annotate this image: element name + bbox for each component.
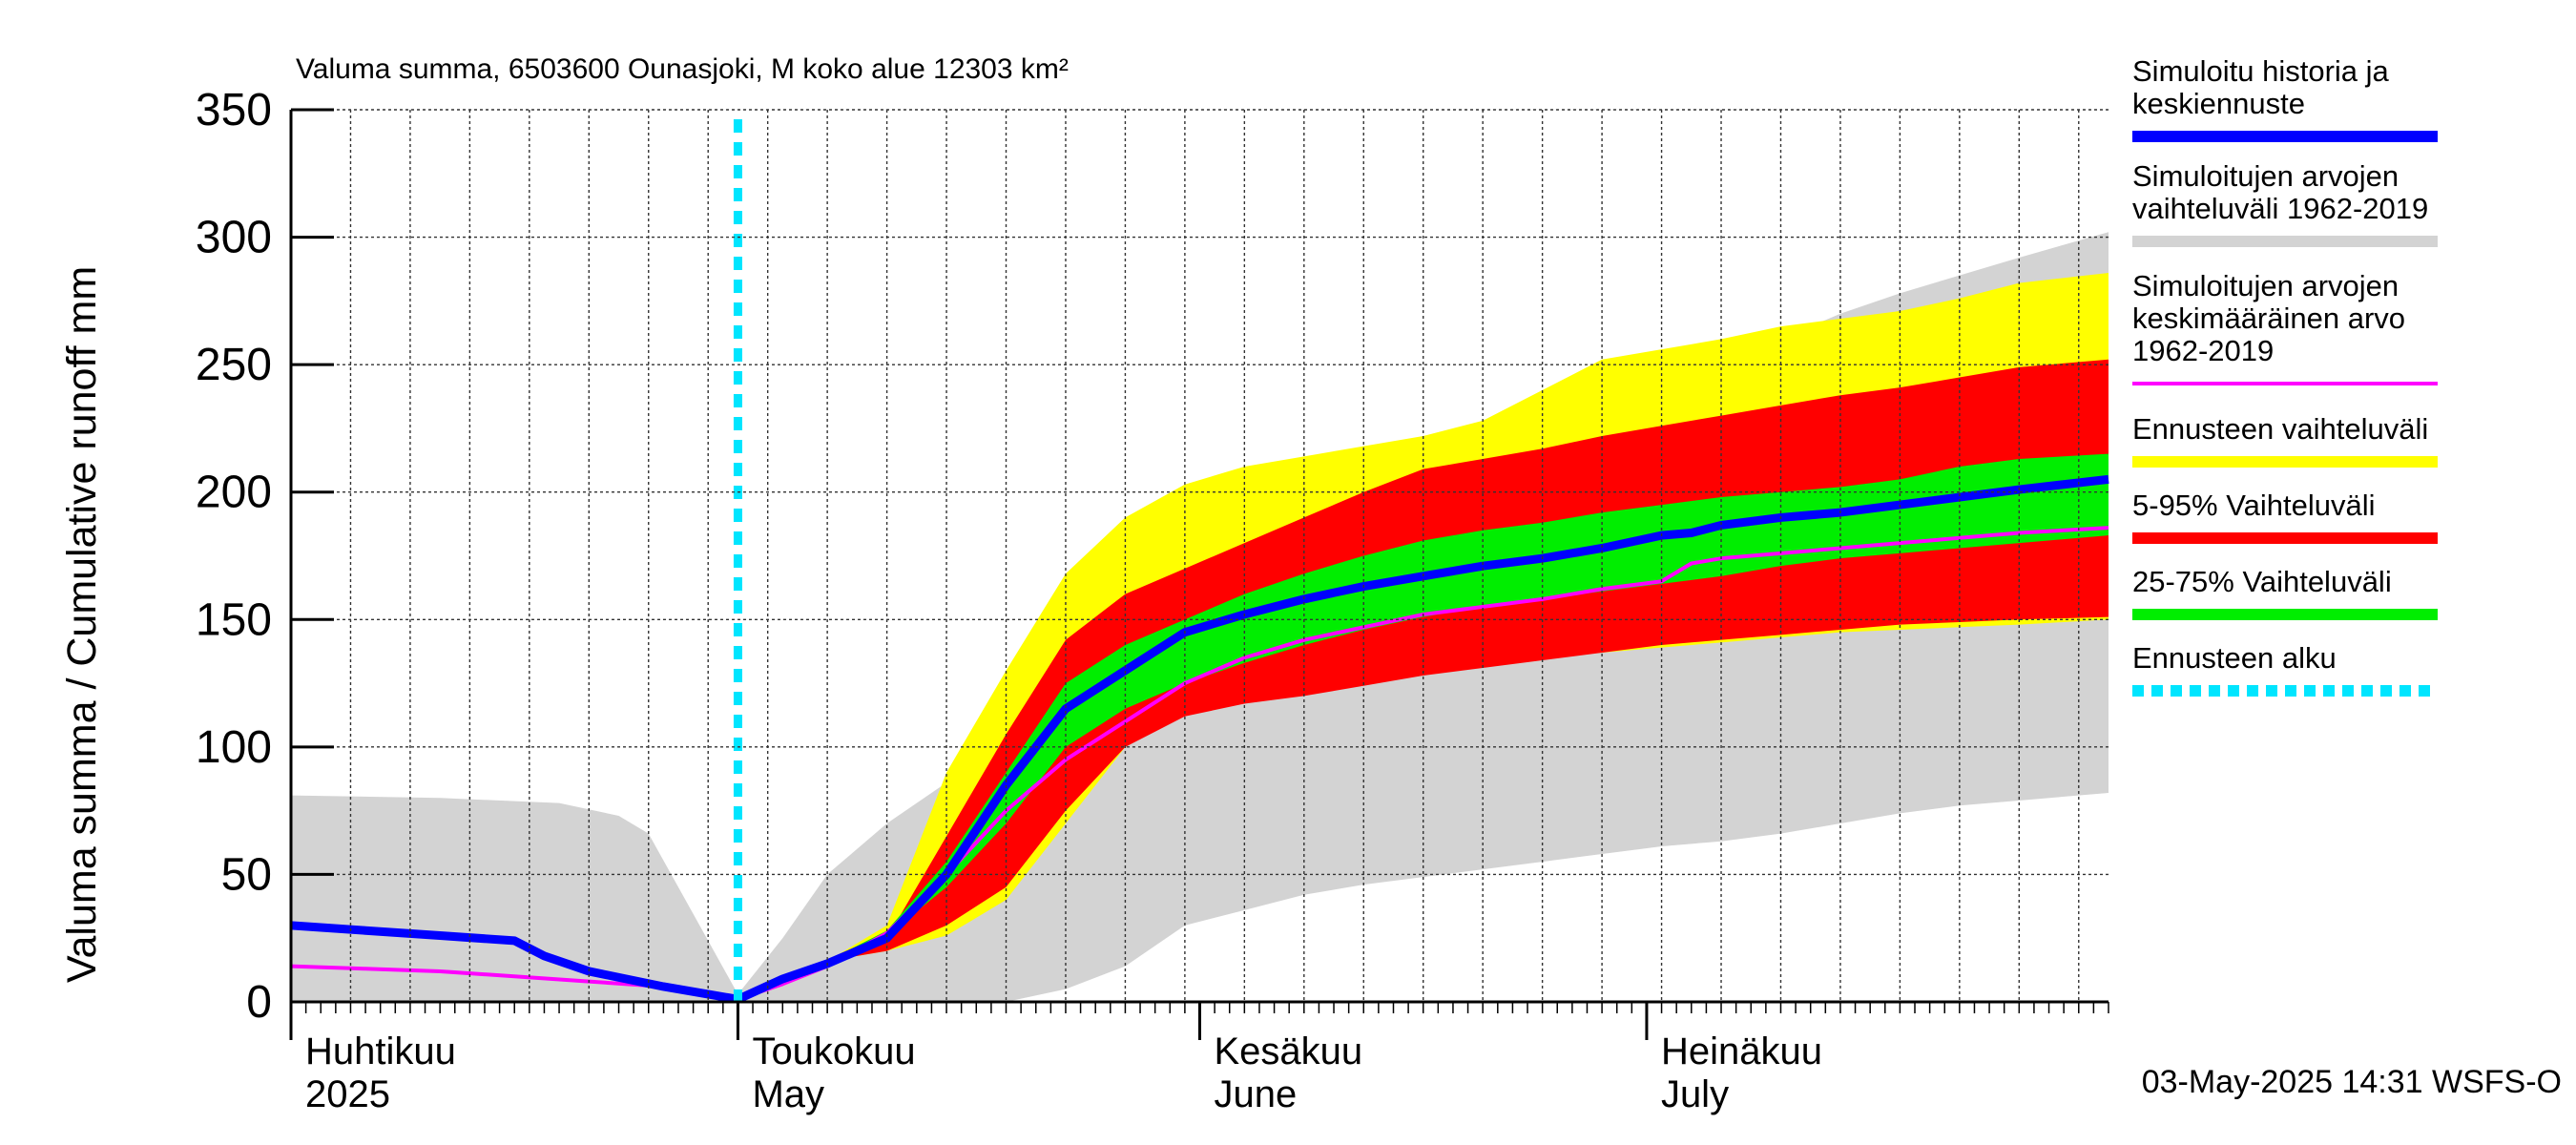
legend-label-5-0: 25-75% Vaihteluväli (2132, 565, 2392, 598)
legend-label-0-1: keskiennuste (2132, 87, 2305, 120)
legend-label-1-1: vaihteluväli 1962-2019 (2132, 192, 2428, 225)
month-label-en-1: May (752, 1073, 824, 1115)
month-label-en-3: July (1661, 1073, 1729, 1115)
y-tick-label-250: 250 (196, 340, 272, 390)
month-label-fi-1: Toukokuu (752, 1030, 915, 1072)
month-label-en-2: June (1215, 1073, 1298, 1115)
y-axis: 0 50 100 150 200 250 300 350 (196, 85, 334, 1028)
simulated-forecast-line (290, 474, 2109, 1004)
y-axis-label: Valuma summa / Cumulative runoff mm (59, 266, 105, 983)
legend-label-0-0: Simuloitu historia ja (2132, 54, 2390, 88)
legend-label-1-0: Simuloitujen arvojen (2132, 159, 2399, 193)
y-tick-label-200: 200 (196, 468, 272, 518)
plot-area (290, 119, 2109, 1004)
month-label-fi-2: Kesäkuu (1215, 1030, 1363, 1072)
legend-label-2-0: Simuloitujen arvojen (2132, 269, 2399, 302)
y-tick-label-150: 150 (196, 594, 272, 645)
y-tick-label-300: 300 (196, 213, 272, 263)
month-label-en-0: 2025 (305, 1073, 390, 1115)
y-tick-label-100: 100 (196, 722, 272, 773)
footer-timestamp: 03-May-2025 14:31 WSFS-O (2142, 1064, 2562, 1100)
legend-label-2-2: 1962-2019 (2132, 334, 2274, 367)
legend-label-3-0: Ennusteen vaihteluväli (2132, 412, 2428, 446)
legend-label-4-0: 5-95% Vaihteluväli (2132, 489, 2375, 522)
month-label-fi-0: Huhtikuu (305, 1030, 456, 1072)
y-tick-label-350: 350 (196, 85, 272, 135)
chart-title: Valuma summa, 6503600 Ounasjoki, M koko … (296, 53, 1069, 85)
legend-label-2-1: keskimääräinen arvo (2132, 302, 2405, 335)
y-tick-label-50: 50 (221, 849, 272, 900)
month-label-fi-3: Heinäkuu (1661, 1030, 1822, 1072)
legend-label-6-0: Ennusteen alku (2132, 641, 2337, 675)
y-tick-label-0: 0 (246, 977, 272, 1028)
